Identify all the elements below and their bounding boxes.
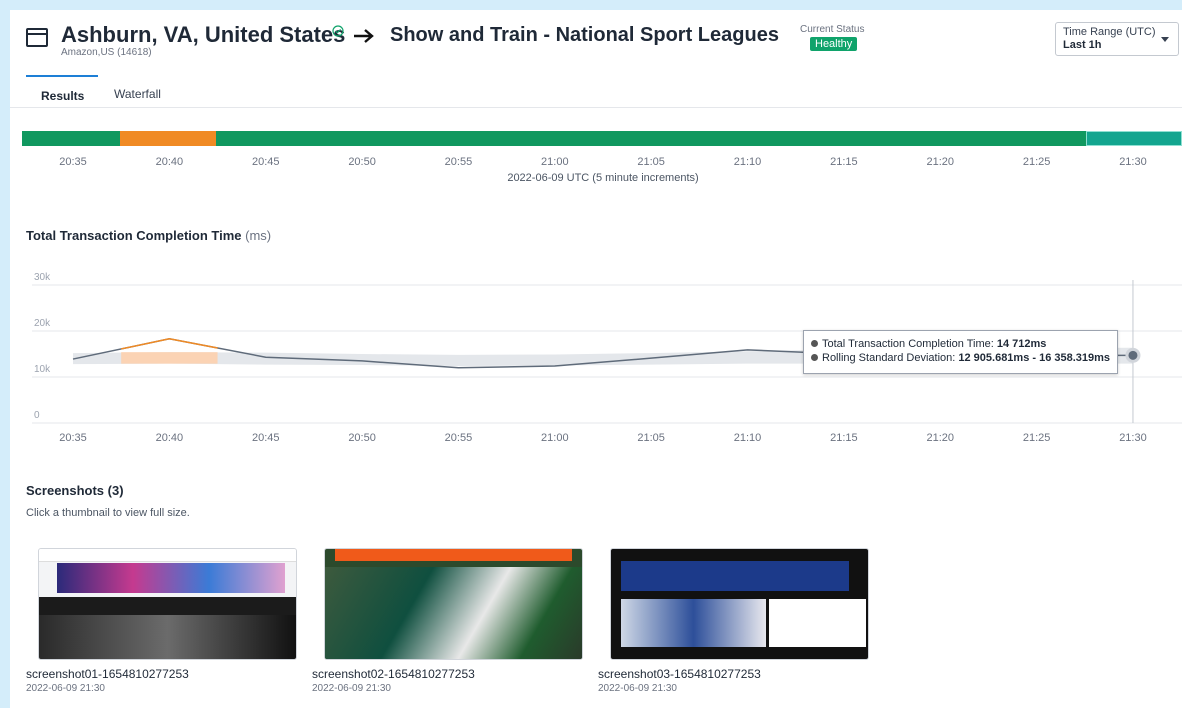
arrow-icon: [352, 28, 376, 44]
x-tick-label: 21:15: [830, 432, 858, 444]
timeline-tick-label: 21:20: [926, 156, 954, 168]
x-tick-label: 21:25: [1023, 432, 1051, 444]
timeline-tick-label: 20:55: [445, 156, 473, 168]
screenshot-name: screenshot02-1654810277253: [312, 667, 475, 681]
location: Ashburn, VA, United States: [61, 22, 345, 48]
y-tick-label: 0: [34, 410, 40, 421]
thumbnail[interactable]: [610, 548, 869, 660]
section-title: Screenshots (3): [26, 483, 124, 498]
status-badge: Healthy: [810, 37, 857, 51]
x-tick-label: 20:55: [445, 432, 473, 444]
chart-unit: (ms): [245, 228, 271, 243]
caret: [1161, 37, 1169, 43]
tab-divider: [10, 107, 1182, 108]
timeline-tick-label: 21:30: [1119, 156, 1147, 168]
test-name: Show and Train - National Sport Leagues: [390, 24, 779, 47]
x-tick-label: 20:45: [252, 432, 280, 444]
time-range-select[interactable]: Time Range (UTC) Last 1h: [1055, 22, 1179, 56]
timeline-tick-label: 20:40: [156, 156, 184, 168]
x-tick-label: 21:30: [1119, 432, 1147, 444]
timeline-tick-label: 21:10: [734, 156, 762, 168]
time-range-label: Time Range (UTC): [1063, 26, 1156, 38]
status-timeline: [22, 130, 1182, 148]
x-tick-label: 21:20: [926, 432, 954, 444]
screenshot-date: 2022-06-09 21:30: [26, 683, 105, 694]
point: [1127, 349, 1139, 361]
tab-label: Results: [41, 89, 84, 103]
x-tick-label: 20:50: [348, 432, 376, 444]
tooltip-value: 14 712ms: [997, 338, 1047, 350]
thumbnail[interactable]: [324, 548, 583, 660]
x-tick-label: 21:10: [734, 432, 762, 444]
x-tick-label: 21:00: [541, 432, 569, 444]
timeline-tick-label: 21:25: [1023, 156, 1051, 168]
timeline-tick-label: 21:05: [637, 156, 665, 168]
tooltip-label: Total Transaction Completion Time:: [822, 338, 994, 350]
check-icon: [332, 25, 344, 37]
tab-label: Waterfall: [114, 87, 161, 101]
y-tick-label: 30k: [34, 272, 51, 283]
section-hint: Click a thumbnail to view full size.: [26, 507, 190, 519]
tooltip-row: Rolling Standard Deviation: 12 905.681ms…: [811, 352, 1110, 364]
timeline-tick-label: 20:50: [348, 156, 376, 168]
x-tick-label: 21:05: [637, 432, 665, 444]
tab[interactable]: Results: [26, 75, 98, 109]
time-range-value: Last 1h: [1063, 39, 1102, 51]
tooltip-label: Rolling Standard Deviation:: [822, 352, 955, 364]
tooltip-row: Total Transaction Completion Time: 14 71…: [811, 338, 1046, 350]
deviation-highlight: [121, 352, 217, 364]
panel: Ashburn, VA, United States Amazon,US (14…: [10, 10, 1182, 708]
status-label: Current Status: [800, 24, 864, 35]
timeline-tick-label: 20:35: [59, 156, 87, 168]
screenshot-date: 2022-06-09 21:30: [312, 683, 391, 694]
thumbnail[interactable]: [38, 548, 297, 660]
timeline-caption: 2022-06-09 UTC (5 minute increments): [507, 172, 698, 184]
screenshot-date: 2022-06-09 21:30: [598, 683, 677, 694]
tooltip-dot: [811, 354, 818, 361]
tab[interactable]: Waterfall: [100, 75, 180, 107]
y-tick-label: 10k: [34, 364, 51, 375]
screenshot-name: screenshot01-1654810277253: [26, 667, 189, 681]
window-icon: [26, 28, 48, 48]
page: Ashburn, VA, United States Amazon,US (14…: [0, 0, 1182, 708]
chart-title-text: Total Transaction Completion Time: [26, 228, 242, 243]
tooltip: Total Transaction Completion Time: 14 71…: [803, 330, 1118, 374]
screenshot-name: screenshot03-1654810277253: [598, 667, 761, 681]
chart-title: Total Transaction Completion Time (ms): [26, 228, 271, 243]
tooltip-dot: [811, 340, 818, 347]
y-tick-label: 20k: [34, 318, 51, 329]
timeline-tick-label: 21:15: [830, 156, 858, 168]
x-tick-label: 20:35: [59, 432, 87, 444]
line-highlight: [121, 339, 217, 349]
timeline-tick-label: 21:00: [541, 156, 569, 168]
provider: Amazon,US (14618): [61, 47, 152, 58]
x-tick-label: 20:40: [156, 432, 184, 444]
tooltip-value: 12 905.681ms - 16 358.319ms: [958, 352, 1110, 364]
timeline-tick-label: 20:45: [252, 156, 280, 168]
